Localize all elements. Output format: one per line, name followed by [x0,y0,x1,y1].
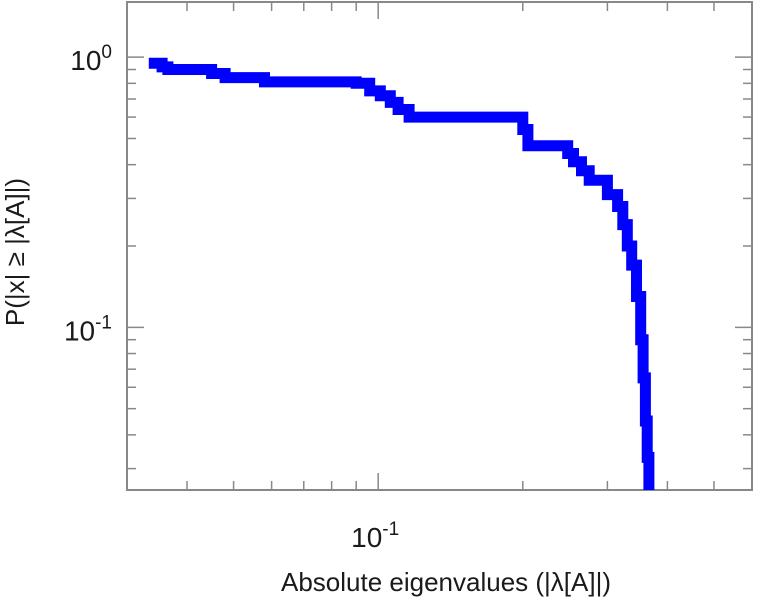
x-tick-label: 10-1 [351,519,399,553]
major-ticks [127,2,752,490]
minor-ticks [127,2,752,490]
y-tick-exponent: -1 [95,312,112,333]
x-axis-label: Absolute eigenvalues (|λ[A]|) [281,567,611,597]
tick-labels: 10-1 100 10-1 [64,42,399,553]
series-line [148,57,655,490]
y-tick-exponent: 0 [101,42,112,63]
x-tick-exponent: -1 [382,519,399,540]
y-axis-label: P(|x| ≥ |λ[A]|) [0,178,30,326]
y-tick-label: 10-1 [64,312,112,346]
y-tick-label: 100 [70,42,112,76]
